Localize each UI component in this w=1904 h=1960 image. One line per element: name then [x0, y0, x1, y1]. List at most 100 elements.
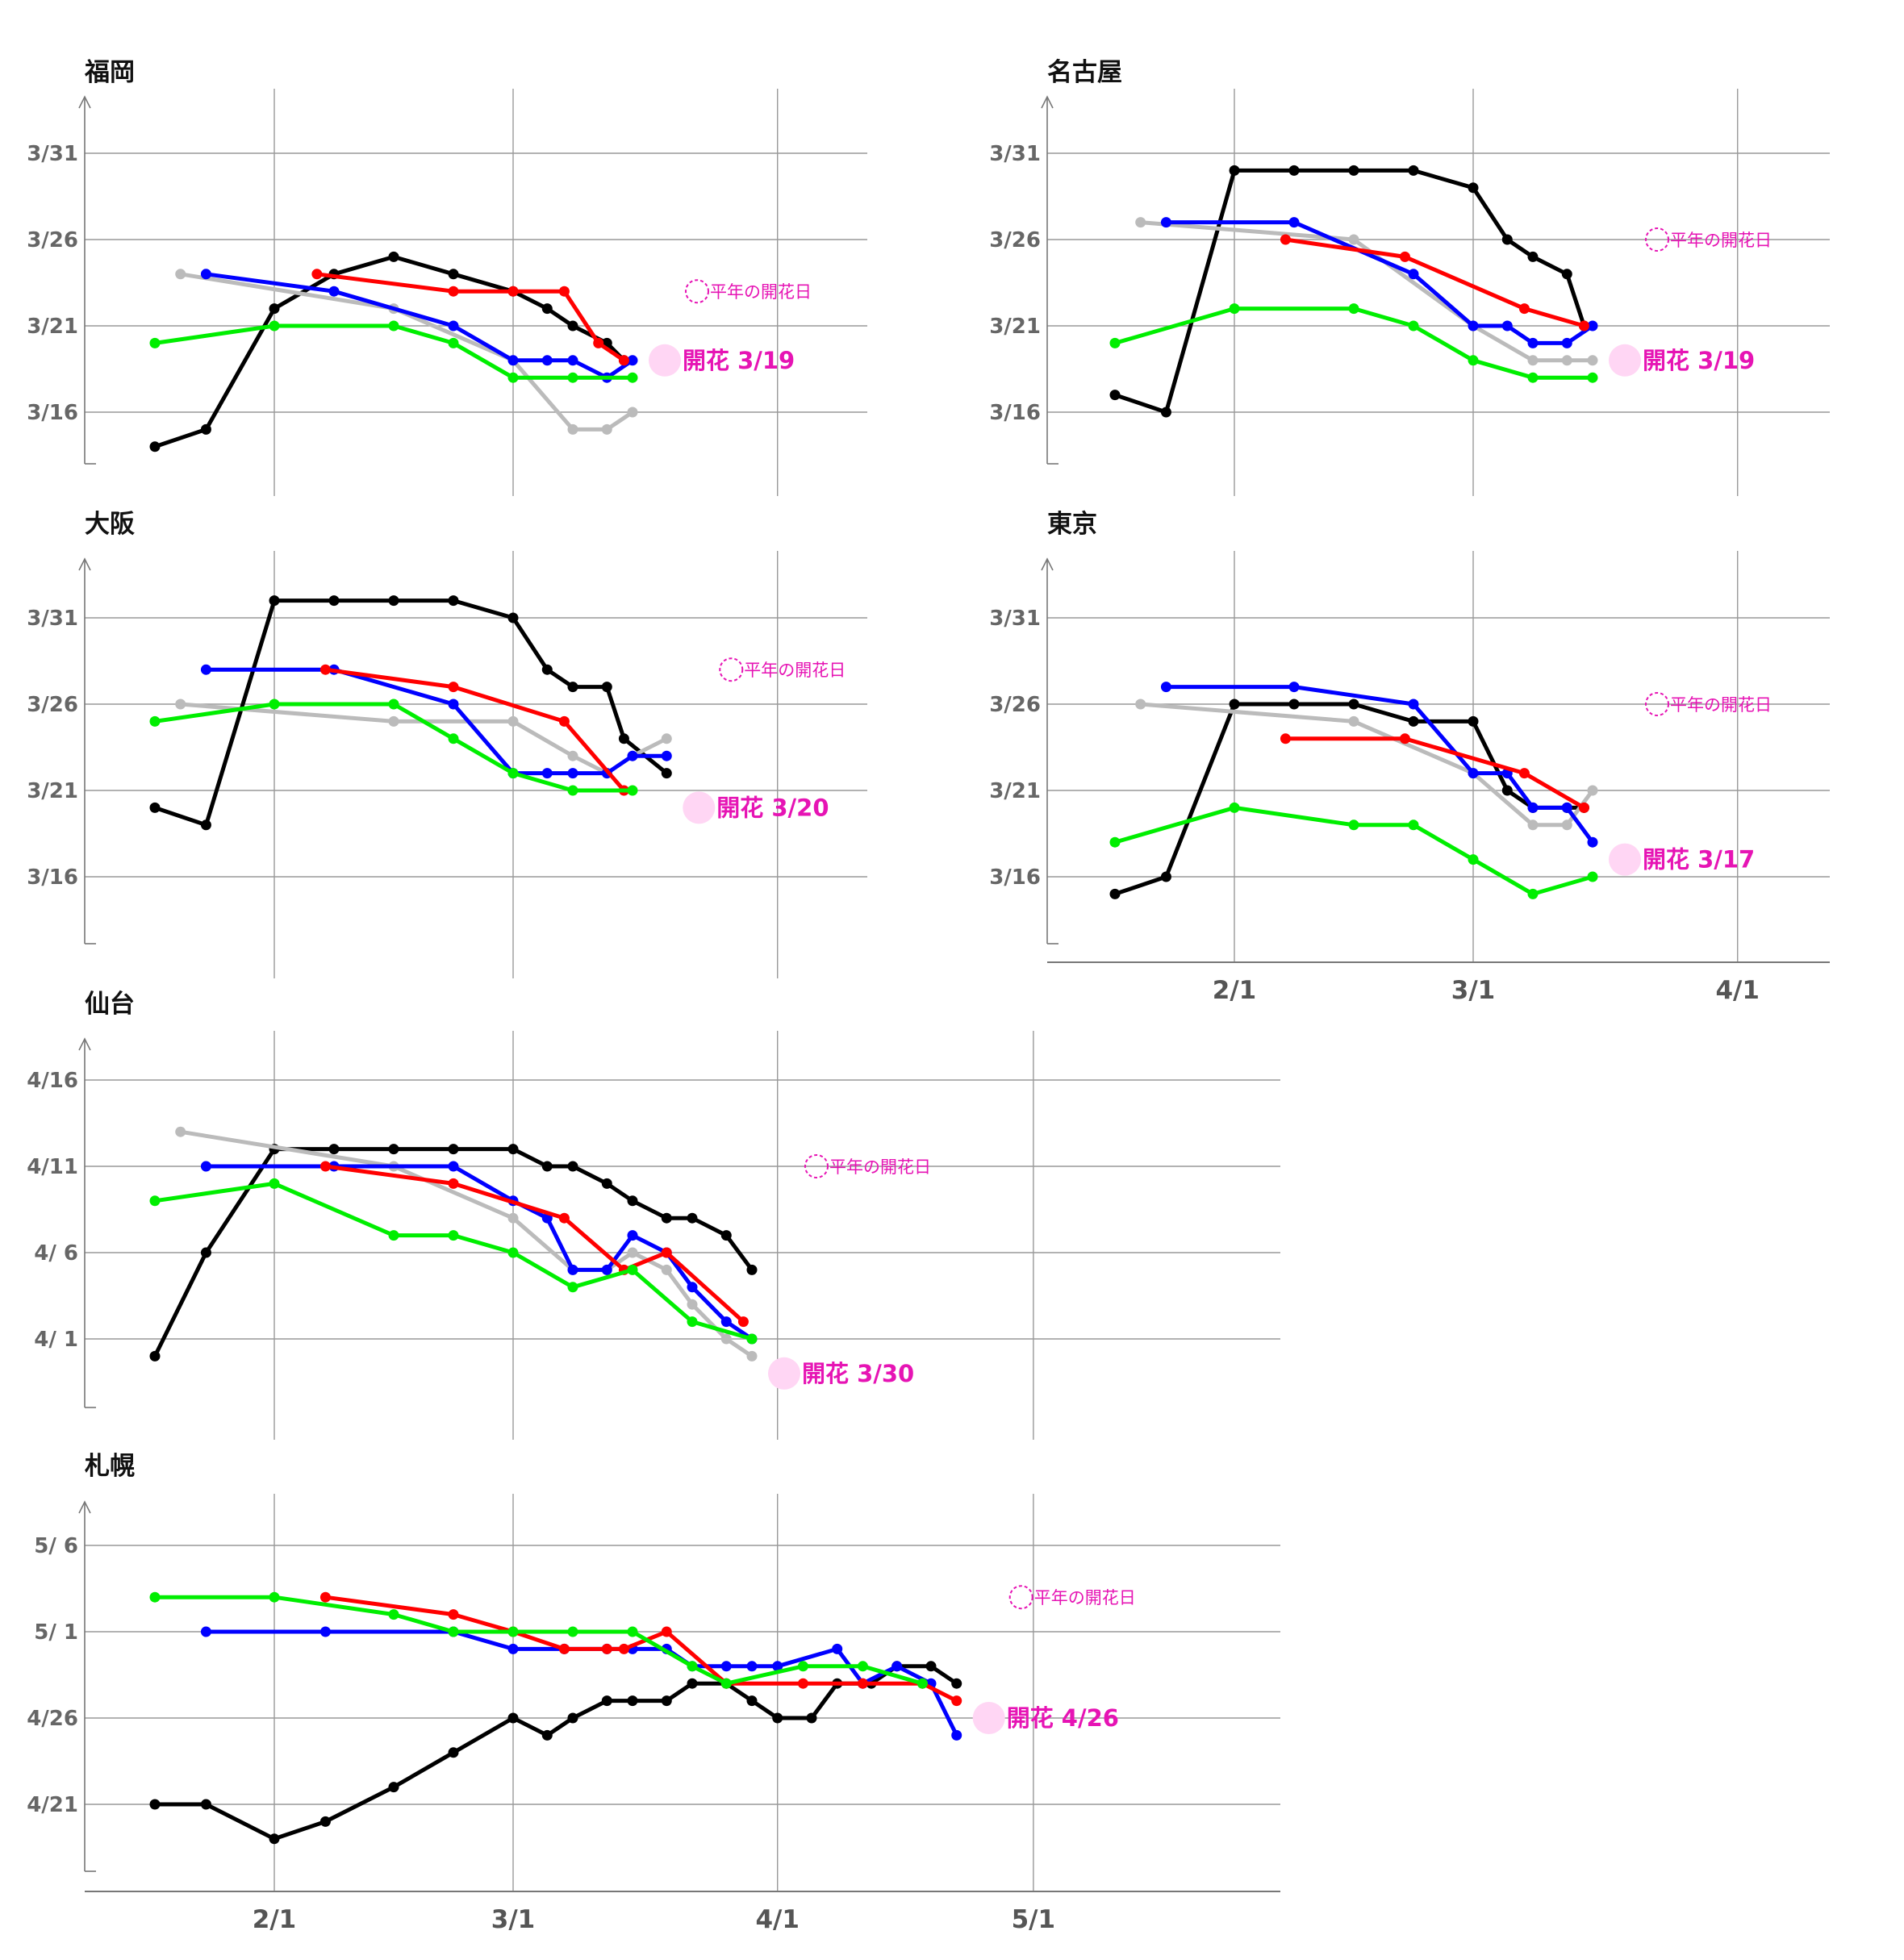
data-point: [507, 768, 519, 779]
y-tick-label: 3/16: [989, 865, 1041, 890]
data-point: [1399, 251, 1410, 262]
series-line-1: [1113, 702, 1586, 896]
data-point: [567, 355, 578, 366]
data-point: [1160, 871, 1171, 882]
series-line-1: [152, 1664, 959, 1841]
data-point: [507, 1247, 519, 1258]
data-point: [200, 1161, 211, 1172]
data-point: [558, 715, 570, 727]
data-point: [269, 699, 280, 710]
data-point: [1348, 234, 1359, 245]
data-point: [1468, 320, 1479, 332]
normal-date-label: 平年の開花日: [829, 1157, 931, 1177]
data-point: [541, 1161, 553, 1172]
data-point: [1109, 836, 1121, 848]
data-point: [567, 682, 578, 693]
data-point: [1348, 165, 1359, 176]
data-point: [627, 1247, 638, 1258]
data-point: [388, 251, 399, 262]
data-point: [1408, 165, 1419, 176]
data-point: [567, 423, 578, 435]
data-point: [1561, 269, 1572, 280]
series-line-3: [203, 1164, 754, 1341]
data-point: [1561, 802, 1572, 813]
data-point: [448, 1230, 459, 1241]
series-line-4: [1283, 736, 1586, 810]
data-point: [319, 1626, 331, 1637]
data-point: [1501, 320, 1513, 332]
data-point: [1399, 733, 1410, 744]
data-point: [720, 1333, 732, 1345]
normal-date-marker-icon: [1645, 227, 1669, 252]
x-tick-label: 4/1: [1715, 976, 1759, 1005]
data-point: [507, 612, 519, 623]
data-point: [319, 1161, 331, 1172]
data-point: [832, 1643, 843, 1654]
data-point: [448, 1161, 459, 1172]
data-point: [200, 1626, 211, 1637]
data-point: [388, 1782, 399, 1793]
normal-date-marker-icon: [685, 279, 709, 304]
data-point: [269, 1591, 280, 1603]
data-point: [627, 1264, 638, 1275]
data-point: [269, 1833, 280, 1845]
data-point: [687, 1212, 698, 1224]
data-point: [567, 1712, 578, 1724]
data-point: [797, 1678, 808, 1689]
data-point: [149, 715, 161, 727]
data-point: [772, 1661, 783, 1672]
series-line-2: [178, 1129, 754, 1358]
normal-date-label: 平年の開花日: [744, 661, 846, 680]
data-point: [448, 699, 459, 710]
x-tick-label: 2/1: [1213, 976, 1256, 1005]
data-point: [1229, 165, 1240, 176]
bloom-label: 開花 3/19: [1643, 347, 1755, 374]
data-point: [687, 1299, 698, 1310]
data-point: [661, 733, 672, 744]
y-tick-label: 3/26: [989, 228, 1041, 252]
data-point: [1527, 372, 1539, 383]
series-line-4: [152, 1595, 925, 1686]
y-axis-arrow: [1041, 95, 1054, 109]
data-point: [1408, 699, 1419, 710]
panel-title: 仙台: [85, 990, 135, 1019]
normal-date-label: 平年の開花日: [1670, 695, 1772, 715]
data-point: [746, 1661, 758, 1672]
series-line-1: [152, 598, 669, 828]
data-point: [627, 1626, 638, 1637]
data-point: [200, 664, 211, 675]
data-point: [720, 1678, 732, 1689]
y-tick-label: 4/11: [27, 1155, 78, 1179]
series-line-4: [323, 667, 626, 793]
data-point: [448, 286, 459, 297]
data-point: [1561, 355, 1572, 366]
bloom-label: 開花 3/20: [716, 794, 829, 821]
data-point: [772, 1712, 783, 1724]
data-point: [558, 1212, 570, 1224]
normal-date-marker-icon: [719, 657, 744, 682]
data-point: [149, 441, 161, 452]
data-point: [601, 1695, 612, 1707]
data-point: [448, 1144, 459, 1155]
y-axis-arrow: [78, 557, 91, 571]
y-tick-label: 4/16: [27, 1069, 78, 1093]
data-point: [1288, 699, 1300, 710]
data-point: [925, 1661, 937, 1672]
data-point: [448, 682, 459, 693]
data-point: [567, 785, 578, 796]
data-point: [1587, 785, 1598, 796]
data-point: [567, 750, 578, 761]
data-point: [448, 595, 459, 607]
data-point: [541, 1729, 553, 1741]
bloom-marker-icon: [683, 791, 716, 824]
data-point: [687, 1661, 698, 1672]
data-point: [319, 1816, 331, 1827]
data-point: [328, 1144, 340, 1155]
data-point: [1468, 355, 1479, 366]
data-point: [661, 1247, 672, 1258]
data-point: [507, 286, 519, 297]
data-point: [618, 733, 629, 744]
data-point: [567, 1626, 578, 1637]
